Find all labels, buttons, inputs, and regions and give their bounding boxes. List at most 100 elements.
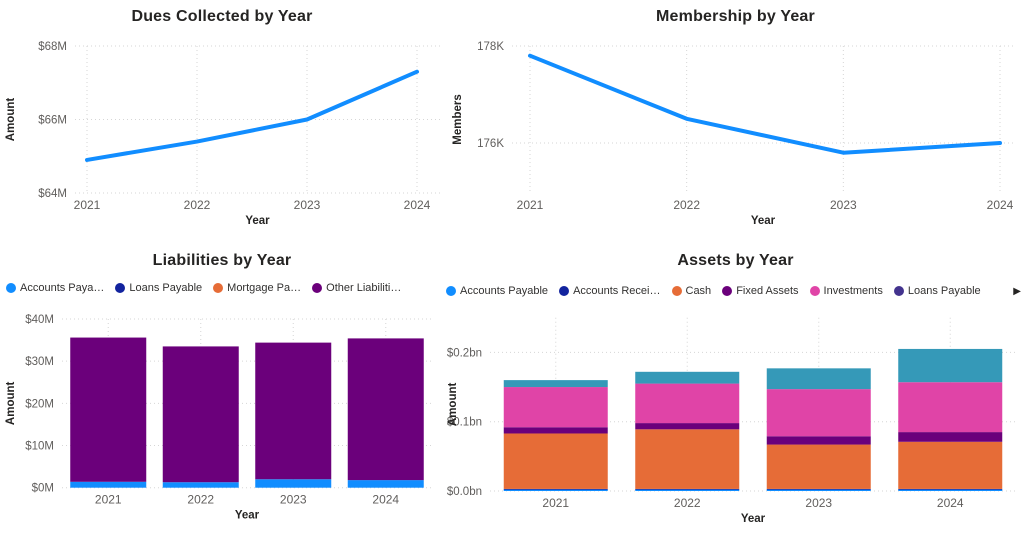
legend-item-loans-payable[interactable]: Loans Payable (115, 282, 202, 294)
bar-segment[interactable] (766, 489, 871, 491)
data-line[interactable] (528, 53, 1002, 155)
x-axis-tick-label: 2024 (372, 493, 399, 507)
x-axis-tick-label: 2023 (805, 496, 832, 510)
legend-item-accounts-recei[interactable]: Accounts Recei… (559, 285, 661, 297)
legend-dot-icon (446, 286, 456, 296)
legend-item-other-liabiliti[interactable]: Other Liabiliti… (312, 282, 401, 294)
bar-segment[interactable] (635, 371, 740, 384)
dues-line-chart[interactable]: $64M $66M $68M 2021 2022 2023 2024 Year Amount (0, 0, 444, 245)
legend-dot-icon (671, 286, 682, 296)
bar-segment[interactable] (766, 436, 871, 445)
x-axis-tick-label: 2021 (517, 198, 544, 212)
bar-segment[interactable] (635, 429, 740, 489)
legend-dot-icon (213, 283, 224, 293)
bar-segment[interactable] (635, 488, 740, 490)
assets-stacked-bar-chart[interactable]: $0.0bn $0.1bn $0.2bn 2021 2022 2023 2024 Year Am… (444, 245, 1027, 549)
bar-segment[interactable] (898, 489, 1003, 491)
legend-label: Cash (685, 285, 712, 297)
y-axis-title: Amount (5, 98, 17, 142)
y-axis-tick-label: $40M (25, 314, 54, 326)
bar-segment[interactable] (70, 337, 147, 482)
legend-label: Other Liabiliti… (326, 282, 402, 294)
legend-item-mortgage-pa[interactable]: Mortgage Pa… (213, 282, 301, 294)
bar-segment[interactable] (898, 432, 1003, 442)
y-axis-tick-label: 178K (477, 41, 504, 53)
legend-dot-icon (559, 286, 570, 296)
x-axis-tick-label: 2022 (187, 493, 214, 507)
bar-segment[interactable] (503, 433, 608, 489)
bar-segment[interactable] (898, 348, 1003, 383)
legend-label: Accounts Recei… (573, 285, 661, 297)
bar-segment[interactable] (255, 342, 332, 480)
bar-segment[interactable] (162, 482, 239, 488)
x-axis-tick-label: 2021 (542, 496, 569, 510)
legend-dot-icon (809, 286, 820, 296)
liabilities-legend: Accounts Paya… Loans Payable Mortgage Pa… O… (6, 282, 442, 294)
dues-collected-chart-card: Dues Collected by Year $64M $66M $68M 2021 2… (0, 0, 444, 245)
legend-item-investments[interactable]: Investments (809, 285, 883, 297)
y-axis-tick-label: 176K (477, 138, 504, 150)
bar-segment[interactable] (898, 382, 1003, 433)
bar-segment[interactable] (766, 368, 871, 390)
y-axis-tick-label: $10M (25, 441, 54, 453)
membership-line-chart[interactable]: 176K 178K 2021 2022 2023 2024 Year Members (444, 0, 1027, 245)
x-axis-tick-label: 2021 (74, 198, 101, 212)
legend-item-accounts-payable[interactable]: Accounts Payable (446, 285, 548, 297)
legend-dot-icon (6, 283, 16, 293)
liabilities-stacked-bar-chart[interactable]: $0M $10M $20M $30M $40M 2021 2022 2023 2024 Year A… (0, 245, 444, 549)
legend-dot-icon (115, 283, 126, 293)
x-axis-title: Year (235, 510, 260, 522)
legend-label: Loans Payable (129, 282, 203, 294)
y-axis-tick-label: $20M (25, 398, 54, 410)
bar-segment[interactable] (503, 427, 608, 434)
legend-label: Mortgage Pa… (227, 282, 302, 294)
legend-item-accounts-paya[interactable]: Accounts Paya… (6, 282, 104, 294)
bar-segment[interactable] (635, 423, 740, 430)
y-axis-tick-label: $0.1bn (447, 417, 482, 429)
legend-item-cash[interactable]: Cash (671, 285, 712, 297)
bar-segment[interactable] (347, 338, 424, 481)
data-line[interactable] (85, 69, 419, 162)
bar-segment[interactable] (347, 480, 424, 488)
bar-segment[interactable] (70, 481, 147, 488)
dues-chart-title: Dues Collected by Year (131, 8, 313, 25)
bar-segment[interactable] (635, 489, 740, 491)
bar-segment[interactable] (898, 441, 1003, 489)
y-axis-tick-label: $0M (32, 483, 54, 495)
liabilities-chart-card: Liabilities by Year Accounts Paya… Loans … (0, 245, 444, 549)
y-axis-title: Members (452, 94, 464, 145)
legend-item-fixed-assets[interactable]: Fixed Assets (722, 285, 799, 297)
y-axis-tick-label: $68M (38, 41, 67, 53)
x-axis-tick-label: 2021 (95, 493, 122, 507)
y-axis-tick-label: $64M (38, 188, 67, 200)
legend-label: Investments (823, 285, 883, 297)
bar-segment[interactable] (503, 387, 608, 428)
bar-segment[interactable] (255, 479, 332, 488)
bar-segment[interactable] (766, 488, 871, 490)
x-axis-tick-label: 2024 (404, 198, 431, 212)
assets-chart-card: Assets by Year Accounts Payable Accounts … (444, 245, 1027, 549)
assets-legend: Accounts Payable Accounts Recei… Cash Fixed… (446, 285, 1023, 297)
legend-label: Fixed Assets (736, 285, 799, 297)
bar-segment[interactable] (898, 488, 1003, 490)
legend-dot-icon (722, 286, 733, 296)
bar-segment[interactable] (503, 488, 608, 490)
y-axis-tick-label: $30M (25, 356, 54, 368)
bar-segment[interactable] (766, 444, 871, 489)
membership-chart-card: Membership by Year 176K 178K 2021 2022 2023 2… (444, 0, 1027, 245)
bar-segment[interactable] (162, 346, 239, 483)
bar-segment[interactable] (503, 380, 608, 388)
x-axis-tick-label: 2022 (674, 496, 701, 510)
legend-scroll-right-icon[interactable]: ▶ (1013, 285, 1021, 297)
bar-segment[interactable] (766, 389, 871, 437)
legend-label: Accounts Paya… (20, 282, 105, 294)
x-axis-tick-label: 2023 (280, 493, 307, 507)
y-axis-tick-label: $0.0bn (447, 486, 482, 498)
bar-segment[interactable] (635, 383, 740, 424)
bar-segment[interactable] (503, 489, 608, 491)
x-axis-title: Year (245, 215, 270, 227)
legend-item-loans-payable[interactable]: Loans Payable (893, 285, 981, 297)
y-axis-title: Amount (5, 381, 17, 425)
x-axis-tick-label: 2024 (987, 198, 1014, 212)
